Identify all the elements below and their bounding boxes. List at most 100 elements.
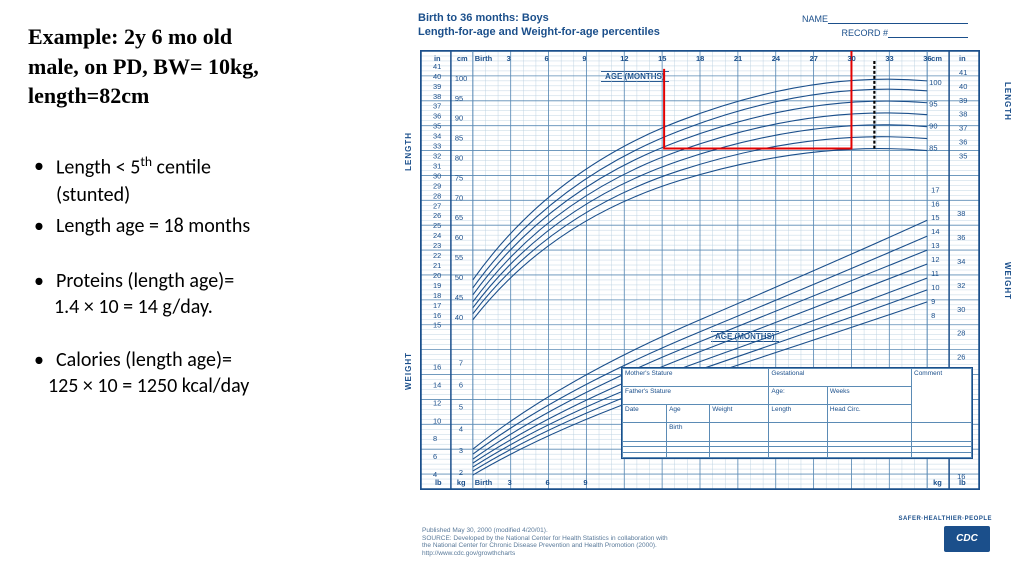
safer-text: SAFER·HEALTHIER·PEOPLE [898, 516, 992, 522]
svg-text:34: 34 [433, 132, 441, 141]
svg-text:21: 21 [433, 261, 441, 270]
svg-text:27: 27 [810, 54, 818, 63]
svg-text:9: 9 [582, 54, 586, 63]
svg-text:6: 6 [546, 478, 550, 487]
svg-text:15: 15 [658, 54, 666, 63]
chart-title: Birth to 36 months: Boys Length-for-age … [418, 12, 998, 40]
chart-grid: AGE (MONTHS) AGE (MONTHS) [420, 50, 980, 490]
svg-text:45: 45 [455, 293, 463, 302]
svg-text:26: 26 [957, 353, 965, 362]
bullet-3-sub: 1.4 × 10 = 14 g/day. [28, 295, 388, 319]
weight-label-left: WEIGHT [404, 352, 413, 390]
svg-text:15: 15 [931, 213, 939, 222]
svg-text:18: 18 [696, 54, 704, 63]
svg-text:15: 15 [433, 321, 441, 330]
svg-text:18: 18 [433, 291, 441, 300]
svg-text:36: 36 [959, 138, 967, 147]
growth-chart: Birth to 36 months: Boys Length-for-age … [408, 12, 1008, 560]
svg-text:39: 39 [959, 96, 967, 105]
svg-text:8: 8 [433, 434, 437, 443]
chart-footer: Published May 30, 2000 (modified 4/20/01… [422, 527, 852, 558]
svg-text:36: 36 [957, 233, 965, 242]
svg-text:10: 10 [931, 283, 939, 292]
svg-text:Birth: Birth [475, 478, 493, 487]
svg-text:14: 14 [433, 380, 441, 389]
svg-text:50: 50 [455, 273, 463, 282]
svg-text:21: 21 [734, 54, 742, 63]
bullet-1: Length < 5th centile(stunted) [30, 153, 388, 209]
svg-text:100: 100 [455, 74, 467, 83]
length-label-right: LENGTH [1003, 82, 1012, 121]
svg-text:kg: kg [933, 478, 942, 487]
svg-text:30: 30 [433, 171, 441, 180]
svg-text:80: 80 [455, 154, 463, 163]
svg-text:28: 28 [433, 191, 441, 200]
svg-text:29: 29 [433, 181, 441, 190]
svg-text:85: 85 [455, 134, 463, 143]
svg-text:38: 38 [433, 92, 441, 101]
length-label-left: LENGTH [404, 132, 413, 171]
svg-text:5: 5 [459, 402, 463, 411]
svg-text:12: 12 [433, 398, 441, 407]
svg-text:19: 19 [433, 281, 441, 290]
svg-text:37: 37 [959, 124, 967, 133]
svg-text:70: 70 [455, 193, 463, 202]
svg-text:in: in [959, 54, 966, 63]
svg-text:60: 60 [455, 233, 463, 242]
svg-text:6: 6 [459, 380, 463, 389]
svg-text:11: 11 [931, 269, 939, 278]
svg-text:90: 90 [455, 114, 463, 123]
svg-text:95: 95 [929, 100, 937, 109]
svg-text:23: 23 [433, 241, 441, 250]
svg-text:31: 31 [433, 161, 441, 170]
svg-text:100: 100 [929, 78, 941, 87]
svg-text:32: 32 [433, 152, 441, 161]
svg-text:12: 12 [620, 54, 628, 63]
svg-text:17: 17 [433, 301, 441, 310]
svg-text:35: 35 [959, 152, 967, 161]
svg-text:27: 27 [433, 201, 441, 210]
svg-text:16: 16 [931, 199, 939, 208]
svg-text:26: 26 [433, 211, 441, 220]
title-l1: Example: 2y 6 mo old [28, 24, 232, 49]
svg-text:cm: cm [931, 54, 942, 63]
svg-text:38: 38 [957, 209, 965, 218]
svg-text:2: 2 [459, 468, 463, 477]
svg-text:22: 22 [433, 251, 441, 260]
bullet-4: Calories (length age)= [30, 347, 388, 374]
svg-text:40: 40 [959, 82, 967, 91]
title-l3: length=82cm [28, 83, 149, 108]
svg-text:35: 35 [433, 122, 441, 131]
svg-text:40: 40 [455, 313, 463, 322]
svg-text:40: 40 [433, 72, 441, 81]
svg-text:36: 36 [433, 112, 441, 121]
svg-text:30: 30 [847, 54, 855, 63]
svg-text:24: 24 [433, 231, 441, 240]
svg-text:37: 37 [433, 102, 441, 111]
svg-text:10: 10 [433, 416, 441, 425]
svg-text:33: 33 [433, 142, 441, 151]
svg-text:3: 3 [459, 446, 463, 455]
data-entry-box: Mother's StatureGestationalComment Fathe… [621, 367, 973, 459]
example-title: Example: 2y 6 mo old male, on PD, BW= 10… [28, 22, 388, 111]
svg-text:24: 24 [772, 54, 781, 63]
svg-text:25: 25 [433, 221, 441, 230]
svg-text:55: 55 [455, 253, 463, 262]
svg-text:39: 39 [433, 82, 441, 91]
weight-label-right: WEIGHT [1003, 262, 1012, 300]
svg-text:90: 90 [929, 122, 937, 131]
svg-text:32: 32 [957, 281, 965, 290]
svg-text:6: 6 [545, 54, 549, 63]
svg-text:75: 75 [455, 173, 463, 182]
svg-text:95: 95 [455, 94, 463, 103]
svg-text:41: 41 [433, 62, 441, 71]
svg-text:17: 17 [931, 185, 939, 194]
svg-text:kg: kg [457, 478, 466, 487]
svg-text:3: 3 [508, 478, 512, 487]
cdc-badge: CDC [944, 526, 990, 552]
svg-text:16: 16 [433, 363, 441, 372]
svg-text:4: 4 [459, 424, 463, 433]
svg-text:cm: cm [457, 54, 468, 63]
svg-text:13: 13 [931, 241, 939, 250]
svg-text:9: 9 [931, 297, 935, 306]
